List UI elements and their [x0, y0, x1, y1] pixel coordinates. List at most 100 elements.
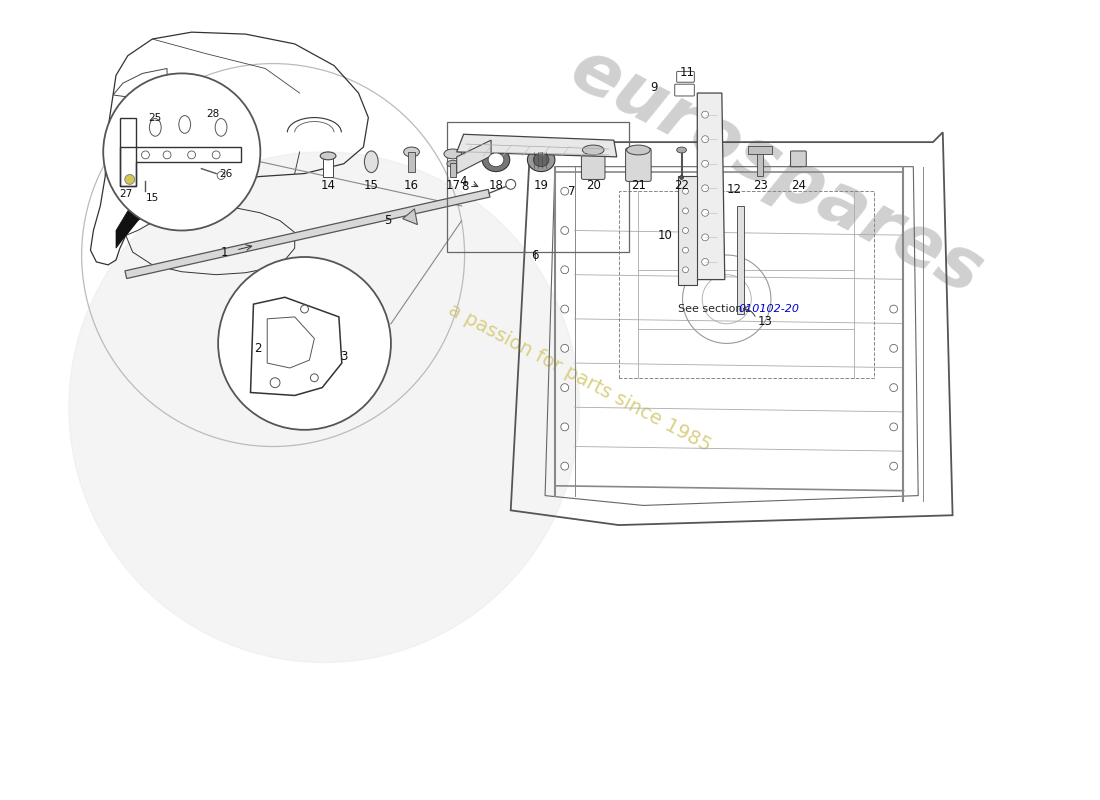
Ellipse shape — [444, 149, 462, 159]
Circle shape — [163, 151, 170, 159]
Polygon shape — [456, 134, 617, 157]
Circle shape — [506, 179, 516, 190]
Ellipse shape — [179, 116, 190, 134]
Text: 6: 6 — [531, 249, 539, 262]
Circle shape — [683, 188, 689, 194]
Circle shape — [310, 374, 318, 382]
Polygon shape — [737, 206, 745, 314]
Text: 27: 27 — [119, 190, 132, 199]
Circle shape — [702, 111, 708, 118]
Circle shape — [702, 210, 708, 216]
Circle shape — [683, 247, 689, 253]
Circle shape — [561, 187, 569, 195]
Circle shape — [702, 258, 708, 266]
Text: 21: 21 — [631, 179, 646, 193]
Circle shape — [702, 136, 708, 142]
Circle shape — [890, 423, 898, 431]
Circle shape — [188, 151, 196, 159]
Text: 15: 15 — [145, 193, 160, 203]
Text: 16: 16 — [404, 179, 419, 193]
Circle shape — [217, 171, 226, 179]
Circle shape — [69, 152, 580, 662]
Circle shape — [561, 305, 569, 313]
Ellipse shape — [482, 148, 509, 171]
Circle shape — [271, 378, 281, 388]
Circle shape — [218, 257, 390, 430]
Circle shape — [890, 305, 898, 313]
Bar — [323, 158, 333, 178]
Text: 1: 1 — [220, 246, 228, 258]
Ellipse shape — [680, 175, 683, 179]
Polygon shape — [697, 93, 725, 279]
Circle shape — [702, 185, 708, 192]
Circle shape — [561, 423, 569, 431]
Circle shape — [124, 174, 134, 184]
Circle shape — [103, 74, 261, 230]
FancyBboxPatch shape — [626, 148, 651, 182]
Circle shape — [683, 208, 689, 214]
Ellipse shape — [582, 145, 604, 155]
Ellipse shape — [320, 152, 336, 160]
Polygon shape — [116, 193, 155, 248]
Ellipse shape — [527, 148, 554, 171]
Circle shape — [561, 266, 569, 274]
Ellipse shape — [627, 145, 650, 155]
Text: 9: 9 — [650, 81, 658, 94]
Text: 14: 14 — [320, 179, 336, 193]
Text: 5: 5 — [384, 214, 392, 227]
Text: 11: 11 — [680, 66, 695, 78]
Bar — [408, 152, 416, 171]
Text: 17: 17 — [446, 179, 460, 193]
Circle shape — [890, 384, 898, 391]
Text: eurospares: eurospares — [558, 34, 993, 310]
Ellipse shape — [534, 153, 549, 166]
Text: 010102-20: 010102-20 — [738, 304, 800, 314]
Text: 12: 12 — [727, 182, 741, 196]
Text: 3: 3 — [340, 350, 348, 362]
Text: 15: 15 — [364, 179, 378, 193]
Circle shape — [702, 234, 708, 241]
Polygon shape — [678, 177, 697, 285]
Circle shape — [561, 384, 569, 391]
Ellipse shape — [364, 151, 378, 173]
Circle shape — [300, 305, 308, 313]
Polygon shape — [125, 190, 490, 278]
Circle shape — [212, 151, 220, 159]
Text: 23: 23 — [752, 179, 768, 193]
Circle shape — [561, 462, 569, 470]
Circle shape — [890, 344, 898, 352]
Circle shape — [561, 344, 569, 352]
Text: 10: 10 — [658, 229, 673, 242]
Text: 13: 13 — [758, 315, 773, 328]
Circle shape — [561, 226, 569, 234]
Text: See section: See section — [678, 304, 746, 314]
Circle shape — [683, 227, 689, 234]
Text: 2: 2 — [254, 342, 261, 355]
Ellipse shape — [404, 147, 419, 157]
Text: 8: 8 — [462, 180, 469, 193]
Polygon shape — [403, 209, 417, 225]
Text: 22: 22 — [674, 179, 689, 193]
Ellipse shape — [216, 118, 227, 136]
Text: a passion for parts since 1985: a passion for parts since 1985 — [444, 300, 714, 455]
Text: 4: 4 — [460, 175, 467, 188]
Circle shape — [702, 160, 708, 167]
Text: 24: 24 — [791, 179, 806, 193]
Polygon shape — [456, 140, 491, 174]
Text: 18: 18 — [488, 179, 504, 193]
Bar — [447, 122, 628, 252]
Text: 28: 28 — [207, 109, 220, 118]
FancyBboxPatch shape — [582, 148, 605, 179]
Polygon shape — [147, 166, 182, 193]
Circle shape — [683, 267, 689, 273]
Text: 25: 25 — [148, 113, 162, 122]
Circle shape — [890, 462, 898, 470]
FancyBboxPatch shape — [674, 84, 694, 96]
Text: 26: 26 — [219, 169, 232, 178]
Bar — [450, 162, 455, 178]
Bar — [748, 146, 772, 154]
Circle shape — [142, 151, 150, 159]
Text: 20: 20 — [586, 179, 601, 193]
Ellipse shape — [488, 153, 504, 166]
Text: 19: 19 — [534, 179, 549, 193]
